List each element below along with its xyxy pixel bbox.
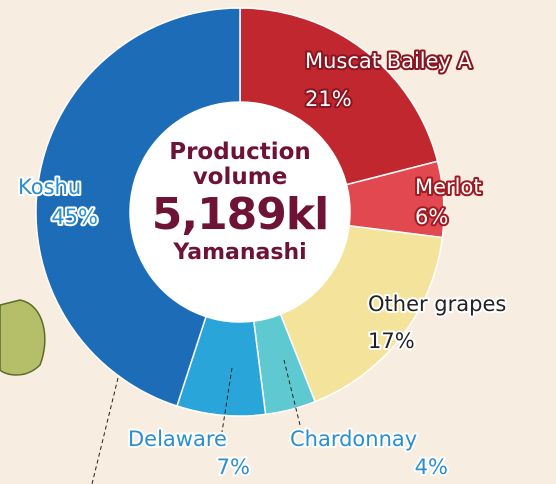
total-value: 5,189kl — [151, 189, 330, 240]
value-label: 6% — [415, 205, 448, 229]
category-label: Merlot — [415, 175, 482, 199]
center-label: Production volume 5,189kl Yamanashi — [140, 140, 340, 266]
value-label: 4% — [415, 455, 448, 479]
value-label: 45% — [51, 205, 98, 229]
leader-line — [221, 367, 233, 433]
category-label: Delaware — [128, 427, 227, 451]
chart-title: Production volume — [169, 139, 311, 190]
leaf-decoration — [0, 299, 46, 376]
category-label: Muscat Bailey A — [305, 49, 473, 73]
value-label: 7% — [217, 455, 250, 479]
category-label: Chardonnay — [290, 427, 417, 451]
leader-line — [91, 377, 119, 484]
donut-hole — [130, 102, 350, 322]
chart-subtitle: Yamanashi — [173, 240, 307, 265]
value-label: 21% — [305, 87, 352, 111]
category-label: Koshu — [18, 175, 81, 199]
value-label: 17% — [368, 329, 415, 353]
category-label: Other grapes — [368, 292, 506, 316]
